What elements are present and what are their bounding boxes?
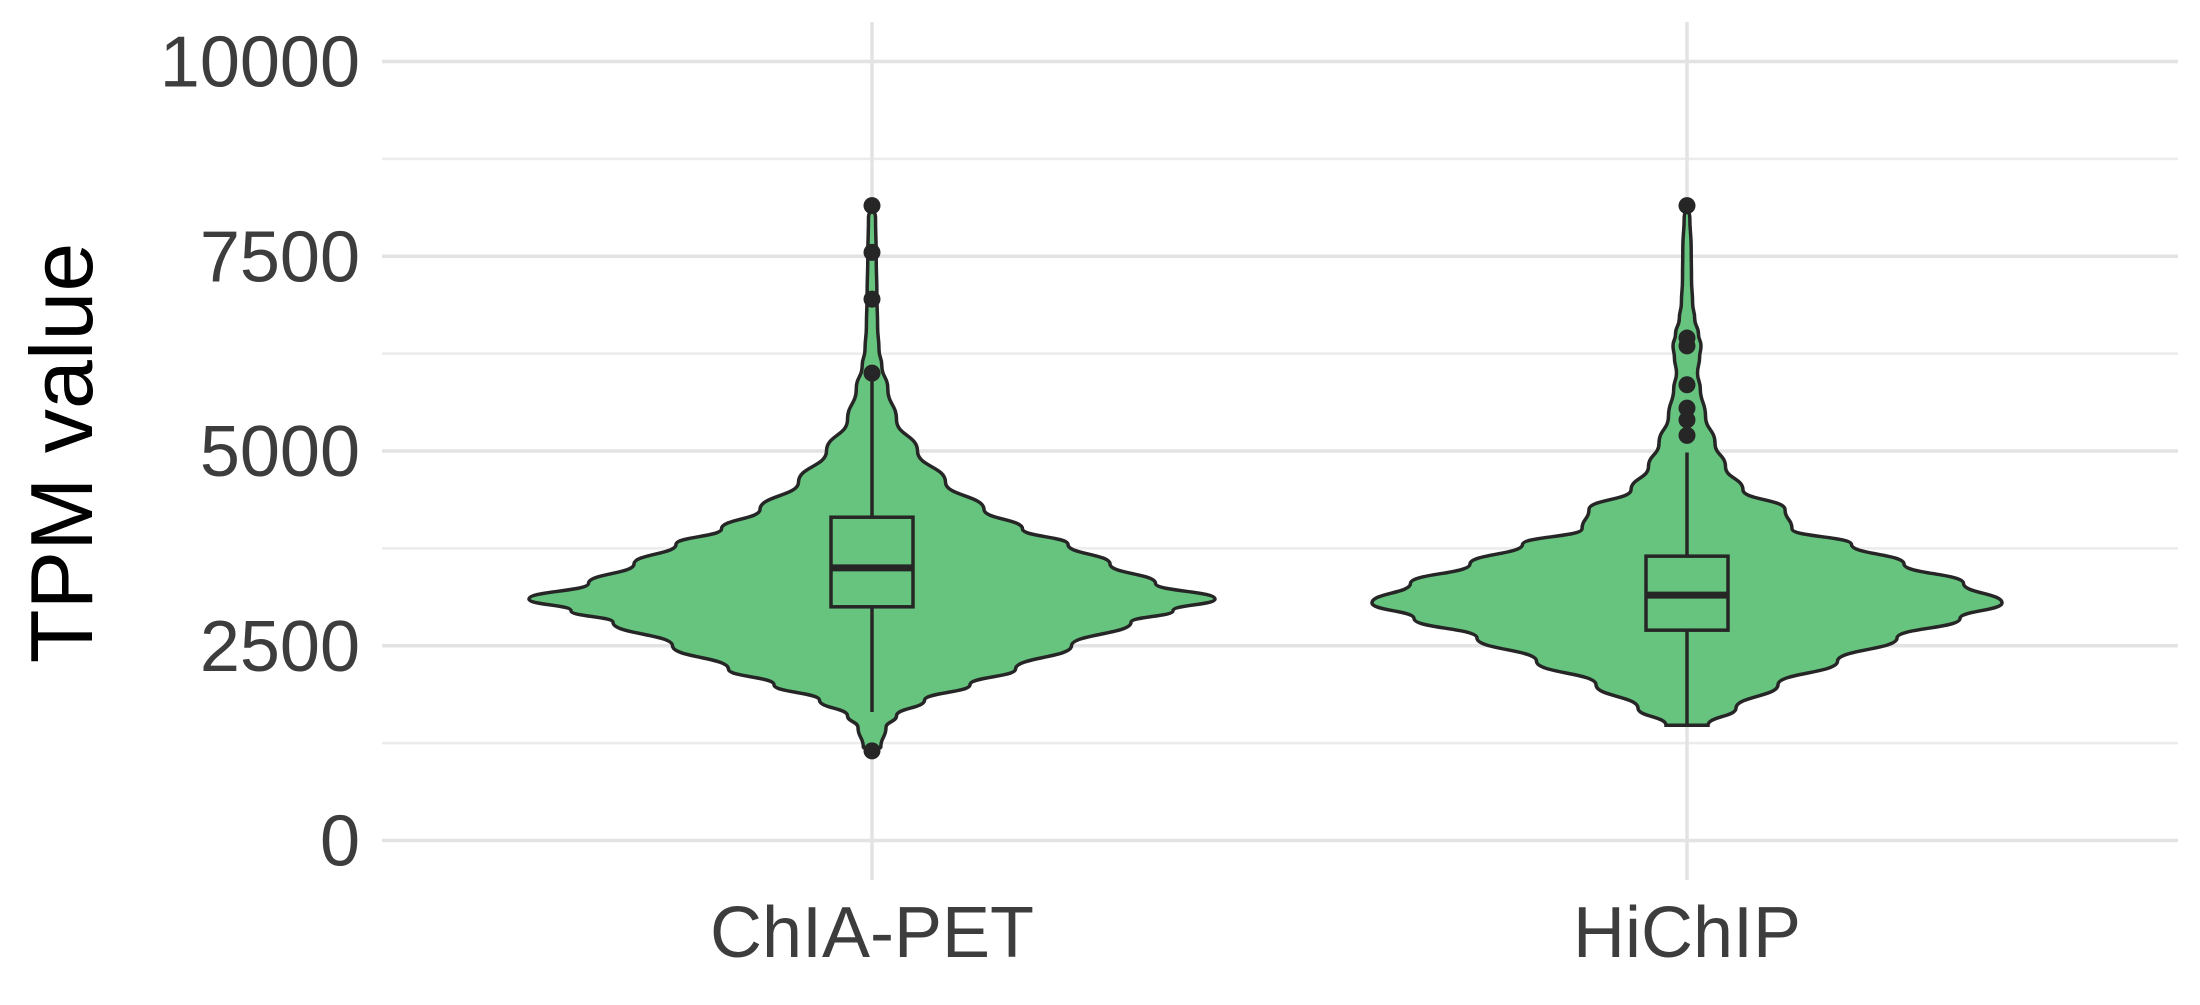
outlier-point [1678, 426, 1696, 444]
outlier-point [1678, 411, 1696, 429]
outlier-point [1678, 197, 1696, 215]
x-tick-label: ChIA-PET [710, 893, 1034, 973]
outlier-point [863, 197, 881, 215]
boxplots [829, 380, 1730, 726]
box-iqr [829, 515, 915, 609]
y-tick-label: 7500 [200, 217, 360, 297]
outlier-points [863, 197, 1696, 760]
outlier-point [1678, 399, 1696, 417]
y-axis-title: TPM value [12, 243, 111, 664]
grid-lines [382, 22, 2178, 880]
outlier-point [863, 243, 881, 261]
y-tick-label: 5000 [200, 412, 360, 492]
y-tick-label: 2500 [200, 607, 360, 687]
x-tick-label: HiChIP [1573, 893, 1801, 973]
outlier-point [1678, 376, 1696, 394]
outlier-point [863, 742, 881, 760]
violins [527, 203, 2004, 752]
outlier-point [1678, 329, 1696, 347]
y-tick-label: 0 [320, 802, 360, 882]
y-tick-label: 10000 [160, 23, 360, 103]
x-tick-labels: ChIA-PET HiChIP [710, 893, 1801, 973]
outlier-point [863, 364, 881, 382]
y-tick-labels: 0 2500 5000 7500 10000 [160, 23, 360, 882]
outlier-point [863, 290, 881, 308]
